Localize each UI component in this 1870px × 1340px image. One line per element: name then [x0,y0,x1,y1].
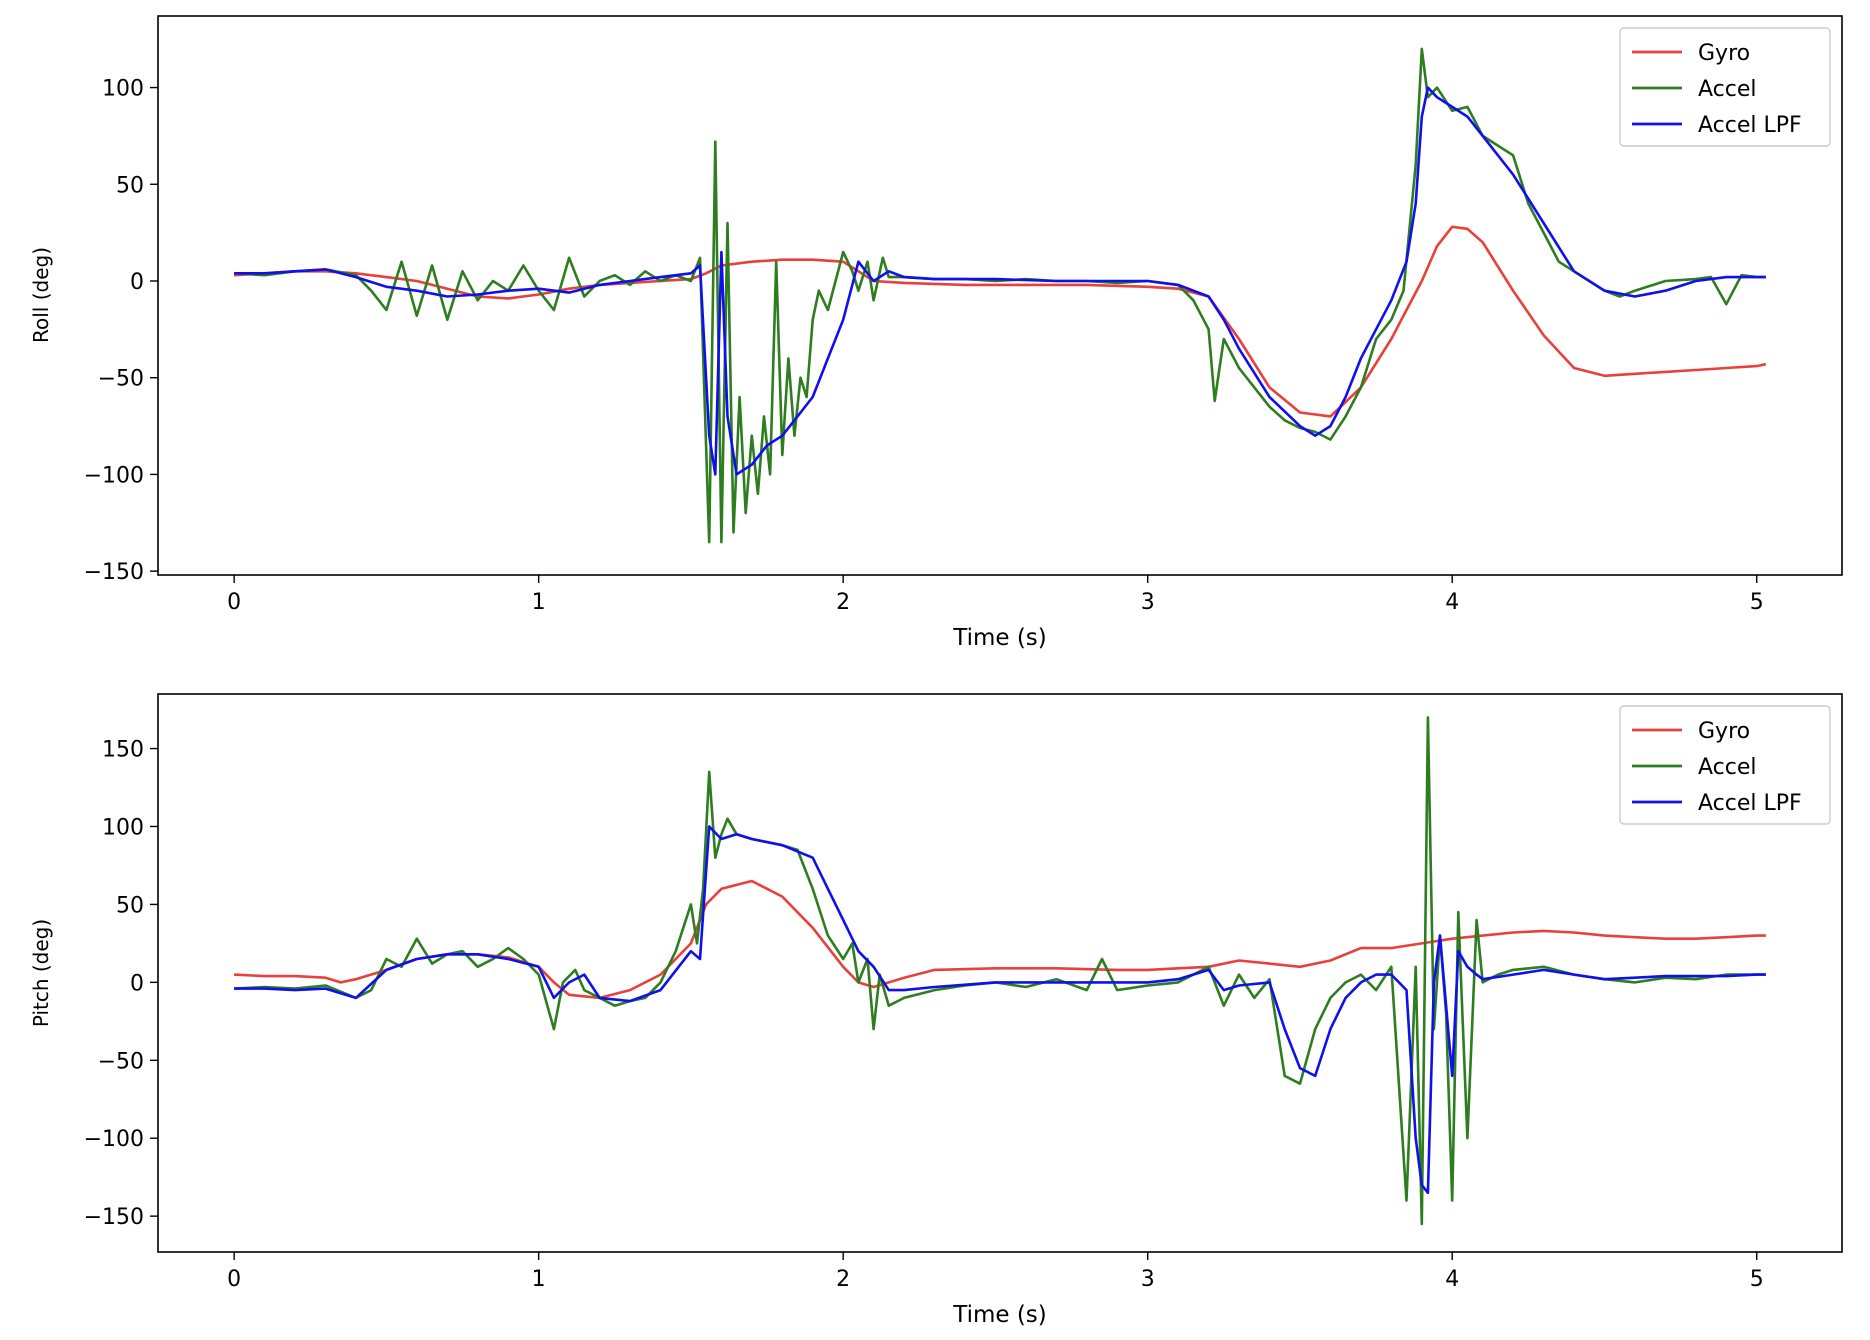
pitch-x-tick-label: 1 [532,1267,546,1292]
pitch-x-tick-label: 4 [1445,1267,1459,1292]
roll-y-tick-label: 50 [116,173,144,198]
roll-series-gyro-line [234,225,1767,418]
roll-y-tick-label: −50 [98,367,144,392]
pitch-legend: Gyro Accel Accel LPF [1619,705,1831,825]
roll-plot-area: 0 1 2 3 4 5 −150 −100 −50 0 50 100 Gyro Accel Accel LP… [84,15,1843,615]
pitch-legend-label: Accel [1698,755,1757,780]
pitch-series-gyro-line [234,879,1766,1000]
pitch-series-accel-lpf-line [234,825,1766,1195]
roll-legend-box [1619,27,1831,147]
roll-axes-frame [157,15,1843,576]
roll-x-axis-label: Time (s) [952,625,1047,651]
roll-series-accel-lpf-line [234,86,1766,476]
roll-y-tick-label: 100 [102,77,144,102]
roll-series-group [234,47,1767,544]
pitch-y-axis-label: Pitch (deg) [29,919,53,1027]
pitch-x-tick-label: 2 [836,1267,850,1292]
pitch-series-group [234,716,1766,1226]
pitch-x-tick-label: 0 [227,1267,241,1292]
pitch-y-tick-label: 150 [102,738,144,763]
pitch-x-tick-label: 5 [1750,1267,1764,1292]
roll-legend-label: Gyro [1698,41,1750,66]
roll-y-axis-label: Roll (deg) [29,247,53,343]
pitch-legend-label: Gyro [1698,719,1750,744]
roll-x-tick-label: 0 [227,590,241,615]
pitch-y-tick-label: −50 [98,1049,144,1074]
roll-legend-label: Accel [1698,77,1757,102]
roll-x-tick-label: 2 [836,590,850,615]
pitch-y-tick-label: 0 [130,971,144,996]
roll-x-tick-label: 5 [1750,590,1764,615]
pitch-legend-label: Accel LPF [1698,791,1802,816]
roll-y-tick-label: 0 [130,270,144,295]
pitch-y-tick-label: −150 [84,1205,144,1230]
roll-subplot: Roll (deg) Time (s) 0 1 2 3 4 5 −150 −100 −50 0 50… [29,15,1843,651]
pitch-y-tick-label: −100 [84,1127,144,1152]
roll-x-tick-label: 3 [1141,590,1155,615]
roll-legend: Gyro Accel Accel LPF [1619,27,1831,147]
pitch-y-tick-label: 50 [116,893,144,918]
roll-legend-label: Accel LPF [1698,113,1802,138]
pitch-y-tick-label: 100 [102,815,144,840]
roll-y-tick-label: −100 [84,463,144,488]
pitch-subplot: Pitch (deg) Time (s) 0 1 2 3 4 5 −150 −100 −50 0 5… [29,693,1843,1328]
pitch-x-tick-label: 3 [1141,1267,1155,1292]
pitch-plot-area: 0 1 2 3 4 5 −150 −100 −50 0 50 100 150 Gyro Accel Accel… [84,693,1843,1292]
roll-y-tick-label: −150 [84,560,144,585]
pitch-axes-frame [157,693,1843,1253]
roll-x-tick-label: 1 [532,590,546,615]
pitch-legend-box [1619,705,1831,825]
pitch-x-axis-label: Time (s) [952,1302,1047,1328]
pitch-series-accel-line [234,716,1766,1226]
roll-x-tick-label: 4 [1445,590,1459,615]
